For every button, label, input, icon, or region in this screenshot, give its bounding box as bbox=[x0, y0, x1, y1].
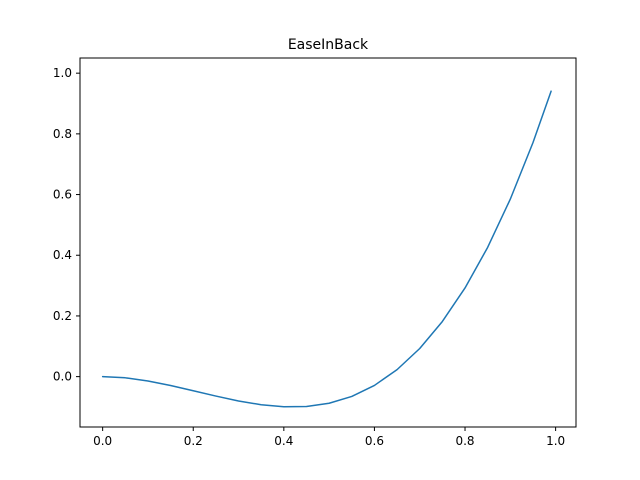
y-tick-label: 1.0 bbox=[53, 66, 72, 80]
x-tick-label: 0.8 bbox=[455, 434, 474, 448]
y-tick-label: 0.8 bbox=[53, 127, 72, 141]
chart-title: EaseInBack bbox=[288, 37, 369, 53]
series-line-0 bbox=[101, 90, 552, 408]
x-tick-label: 0.2 bbox=[184, 434, 203, 448]
y-tick-label: 0.4 bbox=[53, 248, 72, 262]
x-tick-label: 0.6 bbox=[365, 434, 384, 448]
y-tick-label: 0.6 bbox=[53, 188, 72, 202]
plot-area bbox=[101, 90, 552, 408]
axes-frame bbox=[79, 57, 577, 428]
x-tick-label: 0.0 bbox=[93, 434, 112, 448]
y-tick-label: 0.2 bbox=[53, 309, 72, 323]
axes: 0.0 0.2 0.4 0.6 0.8 1.0 0.0 0.2 0.4 0.6 0.8 1.0 bbox=[53, 66, 565, 448]
x-tick-label: 0.4 bbox=[274, 434, 293, 448]
y-tick-label: 0.0 bbox=[53, 370, 72, 384]
x-tick-label: 1.0 bbox=[546, 434, 565, 448]
